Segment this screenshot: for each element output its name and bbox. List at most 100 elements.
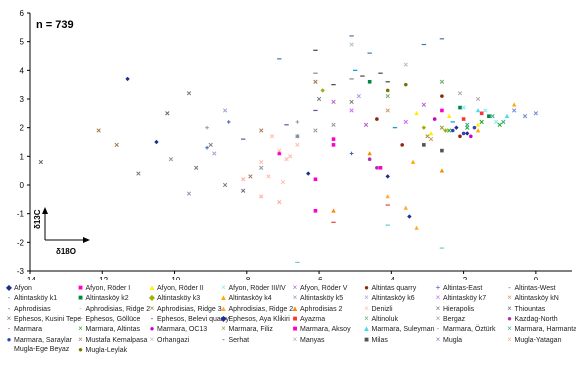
legend-label: Bergaz: [443, 315, 466, 323]
data-point: [280, 179, 286, 185]
legend-item: ■ Ayazma: [290, 314, 326, 324]
legend-item: ■ Afyon, Röder I: [76, 283, 131, 293]
x-tick-label: -12: [96, 276, 108, 280]
legend-label: Altintasköy k6: [371, 295, 415, 303]
data-point: [186, 191, 192, 196]
data-point: [320, 88, 325, 93]
legend-label: Marmara, Altintas: [85, 326, 140, 334]
y-tick-label: -3: [17, 267, 25, 276]
data-point: [511, 102, 517, 107]
legend-marker: +: [435, 283, 441, 292]
data-point: [501, 119, 506, 125]
legend-item: × Altintasköy kN: [505, 293, 559, 303]
data-point: [414, 225, 419, 230]
data-point: [208, 142, 213, 148]
legend-label: Altinoluk: [371, 315, 398, 323]
data-point: [432, 117, 437, 121]
legend-item: ◆ Altintasköy k3: [147, 293, 200, 303]
legend-label: Manyas: [300, 336, 325, 344]
data-point: [222, 108, 228, 113]
data-point: [458, 134, 462, 139]
data-point: [465, 122, 470, 127]
data-point: [490, 114, 495, 119]
legend-item: ▲Altintasköy k4: [219, 293, 272, 303]
legend-item: × Altintasköy k7: [433, 293, 487, 303]
legend-marker: -: [79, 303, 82, 313]
legend-item: × Ephesos, Kusini Tepe: [4, 314, 82, 324]
data-point: [421, 102, 427, 107]
legend-label: Marmara, Harmantas: [514, 326, 576, 334]
legend-label: Milas: [371, 336, 388, 344]
data-point: [136, 171, 141, 176]
legend-item: - Serhat: [219, 335, 249, 345]
legend-label: Ayazma: [300, 315, 326, 323]
legend-marker: ◆: [220, 313, 227, 323]
data-point: [439, 125, 445, 130]
legend-item: ● Altintas quarry: [362, 283, 416, 293]
data-point: [472, 125, 477, 130]
data-point: [331, 137, 336, 141]
x-tick-label: -4: [388, 276, 396, 280]
legend-marker: ×: [149, 303, 155, 313]
data-point: [497, 122, 502, 127]
legend-item: Mugla-Ege Beyaz: [4, 345, 69, 355]
legend-label: Altintasköy k3: [157, 295, 201, 303]
data-point: [356, 93, 361, 99]
data-point: [446, 113, 452, 118]
legend-item: × Marmara, Filiz: [219, 324, 273, 334]
data-point: [165, 111, 170, 116]
legend-label: Orhangazi: [157, 336, 190, 344]
legend-label: Marmara, Saraylar: [14, 336, 72, 344]
data-point: [295, 142, 300, 148]
legend-label: Ephesos, Belevi quarry: [157, 315, 229, 323]
legend-label: Altintasköy k7: [443, 295, 487, 303]
data-point: [479, 119, 484, 125]
legend-label: Kazdag-North: [514, 315, 558, 323]
legend-marker: ■: [78, 293, 83, 303]
legend-item: ■ Milas: [362, 335, 388, 345]
legend-marker: ×: [78, 324, 83, 334]
data-point: [461, 105, 466, 110]
data-point: [403, 62, 408, 67]
data-point: [421, 125, 427, 130]
x-tick-label: -10: [169, 276, 181, 280]
data-point: [349, 42, 354, 47]
legend: ◆ Afyon ■ Afyon, Röder I ▲Afyon, Röder II × Af…: [4, 283, 576, 391]
data-point: [407, 214, 412, 219]
legend-marker: ■: [364, 334, 369, 344]
legend-label: Afyon, Röder I: [85, 285, 131, 292]
data-point: [194, 165, 199, 170]
data-point: [461, 131, 466, 136]
y-tick-label: 4: [20, 66, 25, 75]
legend-marker: ×: [78, 334, 83, 344]
data-point: [458, 105, 462, 110]
legend-item: × Orhangazi: [147, 334, 190, 345]
data-point: [363, 122, 369, 127]
legend-label: Mugla-Ege Beyaz: [14, 345, 70, 353]
y-tick-label: 1: [20, 152, 25, 161]
legend-item: × Afyon, Röder III/IV: [219, 283, 286, 293]
legend-marker: ×: [149, 334, 155, 344]
data-point: [241, 177, 246, 182]
data-point: [443, 128, 448, 133]
data-point: [425, 134, 430, 139]
legend-label: Altintasköy k4: [228, 295, 272, 303]
data-point: [367, 157, 372, 161]
legend-item: ● Kazdag-North: [505, 314, 558, 324]
legend-label: Aphrodisias: [14, 305, 51, 313]
legend-item: ◆ Afyon: [4, 283, 32, 293]
data-point: [212, 151, 217, 156]
legend-marker: -: [508, 283, 511, 292]
legend-marker: ×: [364, 293, 369, 303]
data-points: [38, 35, 539, 263]
data-point: [96, 128, 101, 133]
data-point: [378, 166, 383, 170]
x-tick-label: 0: [534, 276, 539, 280]
axis-key-x-label: δ18O: [56, 247, 76, 256]
data-point: [469, 134, 473, 139]
legend-marker: ×: [435, 313, 441, 323]
data-point: [385, 194, 390, 199]
legend-marker: ▲: [291, 303, 299, 313]
legend-marker: ●: [78, 344, 83, 354]
